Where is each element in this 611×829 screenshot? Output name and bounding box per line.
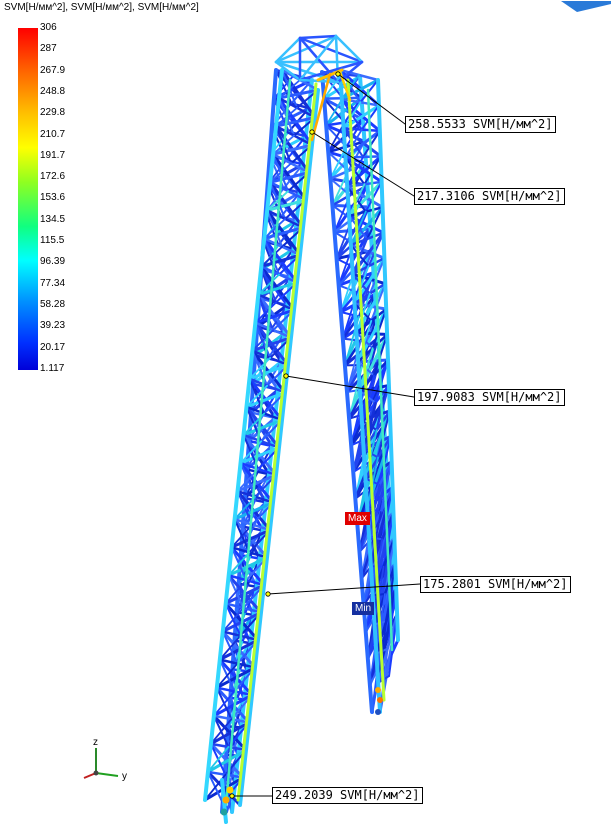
legend-tick-label: 210.7 [40, 128, 66, 140]
axis-y-label: y [122, 771, 127, 782]
callout-label: 258.5533 SVM[Н/мм^2] [405, 116, 556, 133]
truss-structure [203, 34, 400, 824]
legend-tick-label: 306 [40, 22, 57, 33]
legend-tick-label: 267.9 [40, 64, 66, 76]
callout-leaders [229, 71, 421, 799]
legend-tick-label: 39.23 [40, 320, 66, 332]
max-marker: Max [345, 512, 370, 525]
callout-label: 175.2801 SVM[Н/мм^2] [420, 576, 571, 593]
color-scale-bar [18, 28, 38, 370]
legend-tick-label: 153.6 [40, 192, 66, 204]
legend-tick-label: 248.8 [40, 85, 66, 97]
legend-tick-label: 172.6 [40, 171, 66, 183]
axis-triad [83, 748, 119, 779]
legend-tick-label: 1.117 [40, 362, 65, 374]
legend-tick-label: 77.34 [40, 277, 66, 289]
legend-tick-label: 58.28 [40, 298, 66, 310]
min-marker: Min [352, 602, 375, 615]
legend-title: SVM[Н/мм^2], SVM[Н/мм^2], SVM[Н/мм^2] [4, 2, 199, 13]
axis-z-label: z [93, 737, 98, 748]
legend-tick-label: 96.39 [40, 256, 66, 268]
legend-tick-label: 20.17 [40, 341, 66, 353]
legend-tick-label: 229.8 [40, 107, 66, 119]
legend-tick-label: 115.5 [40, 235, 65, 246]
corner-decoration [547, 0, 611, 12]
legend-tick-label: 191.7 [40, 149, 66, 161]
callout-label: 197.9083 SVM[Н/мм^2] [414, 389, 565, 406]
legend-tick-label: 287 [40, 43, 57, 55]
callout-label: 217.3106 SVM[Н/мм^2] [414, 188, 565, 205]
legend-tick-label: 134.5 [40, 213, 66, 225]
callout-label: 249.2039 SVM[Н/мм^2] [272, 787, 423, 804]
